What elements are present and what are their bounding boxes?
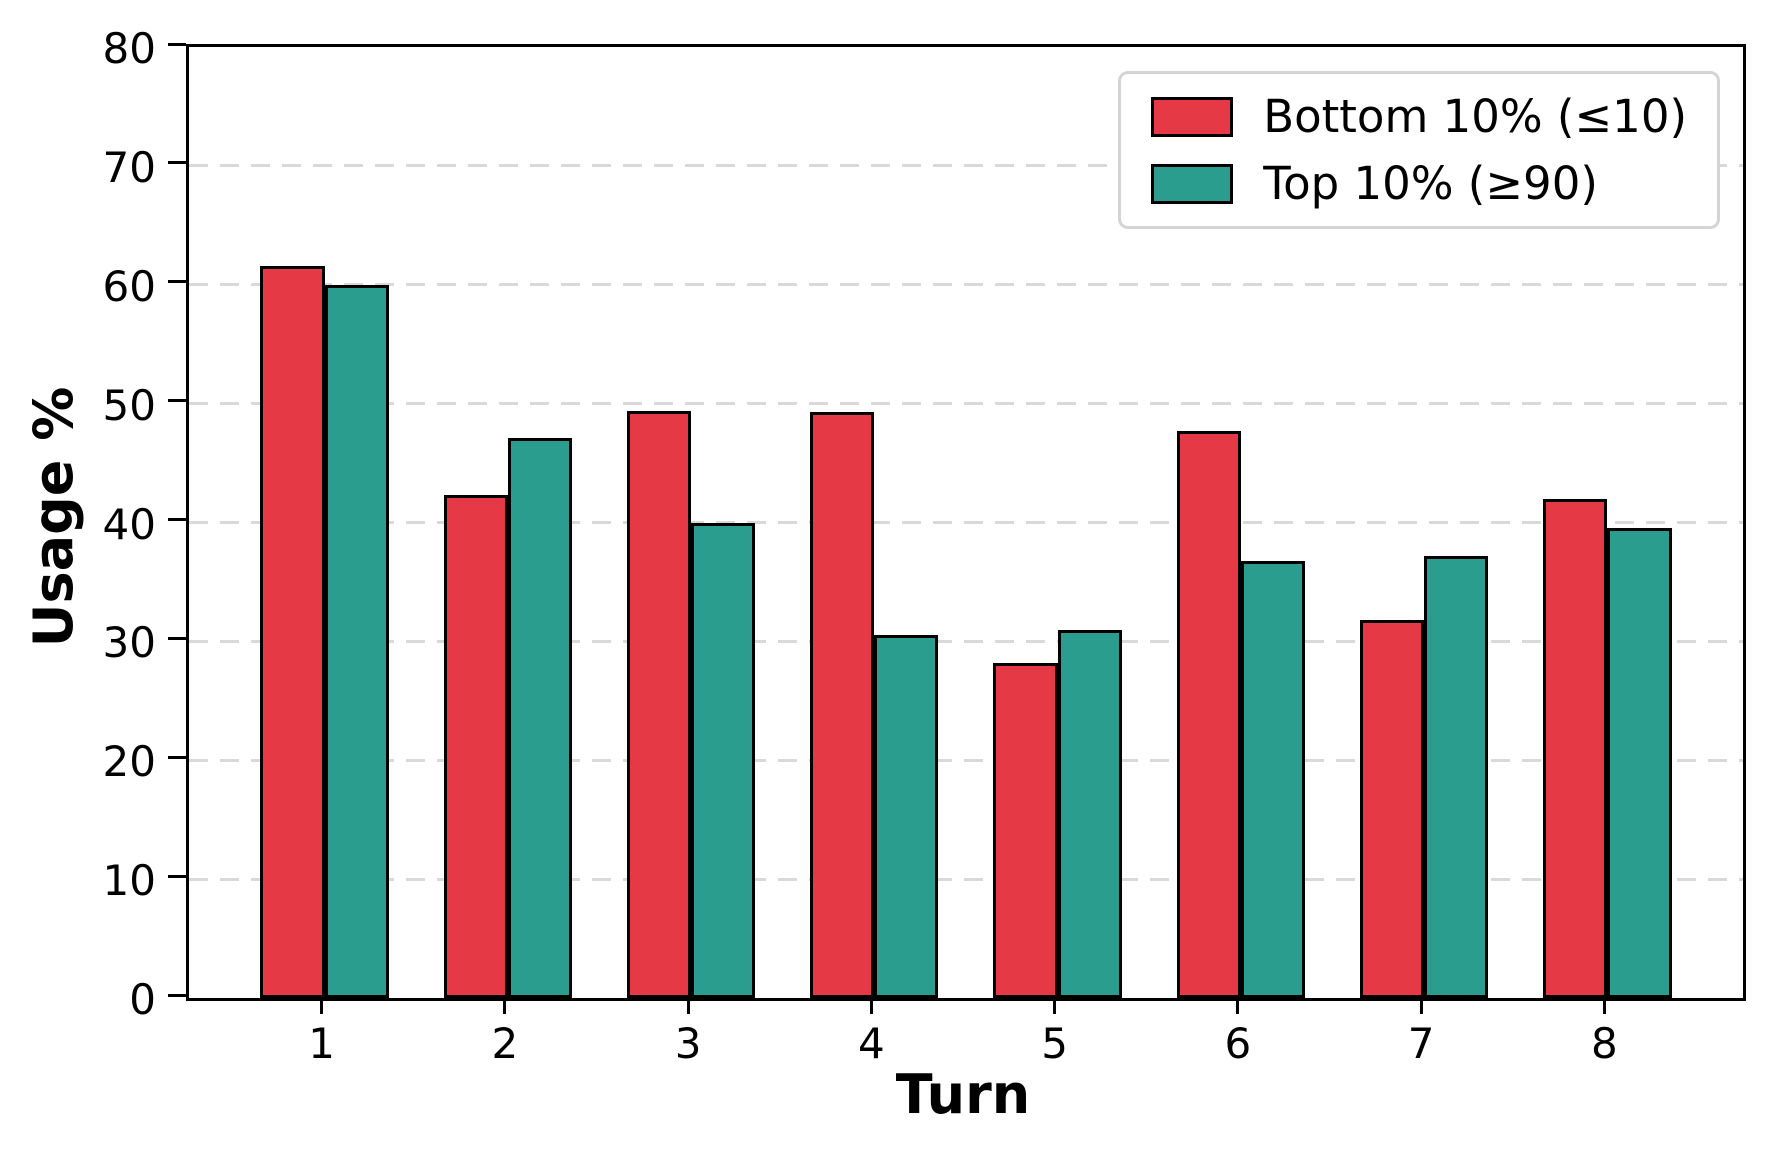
gridline-y-40 [189,521,1743,524]
x-tick-label-4: 4 [857,1019,885,1068]
x-tick-mark-5 [1053,998,1057,1014]
x-tick-mark-2 [503,998,507,1014]
legend-label: Top 10% (≥90) [1263,157,1598,210]
y-tick-mark-40 [168,518,186,521]
x-tick-label-3: 3 [674,1019,702,1068]
y-tick-label-40: 40 [102,499,156,549]
bar-turn1-series1 [260,265,325,998]
bar-turn8-series1 [1543,498,1608,998]
y-tick-mark-10 [168,874,186,878]
y-tick-mark-60 [168,280,186,284]
x-tick-label-7: 7 [1407,1019,1435,1068]
x-tick-mark-4 [869,998,873,1014]
gridline-y-50 [189,402,1743,406]
bar-turn6-series2 [1240,560,1305,998]
gridline-y-10 [189,877,1743,881]
y-tick-label-60: 60 [102,261,156,311]
bar-turn3-series2 [691,522,756,998]
legend-row-1: Bottom 10% (≤10) [1151,94,1687,139]
y-tick-label-70: 70 [102,142,156,192]
y-tick-label-30: 30 [102,618,156,668]
legend: Bottom 10% (≤10) Top 10% (≥90) [1118,71,1720,229]
x-tick-label-6: 6 [1224,1019,1252,1068]
y-tick-mark-30 [168,636,186,640]
x-tick-mark-7 [1419,998,1423,1014]
x-tick-label-5: 5 [1041,1019,1068,1068]
bar-turn1-series2 [324,284,389,998]
gridline-y-60 [189,283,1743,287]
y-tick-mark-70 [168,161,186,165]
y-tick-label-80: 80 [102,24,156,73]
x-tick-label-1: 1 [308,1019,335,1068]
y-axis-label: Usage % [22,386,85,648]
bar-turn7-series2 [1424,555,1489,998]
plot-area: Bottom 10% (≤10) Top 10% (≥90) [186,44,1746,1001]
bar-turn7-series1 [1359,619,1425,998]
legend-swatch-icon [1151,96,1234,137]
y-tick-label-0: 0 [129,975,156,1024]
bar-turn2-series2 [507,438,572,998]
bar-turn3-series1 [626,410,692,998]
y-tick-label-20: 20 [102,737,156,787]
bar-turn6-series1 [1176,430,1241,998]
gridline-y-20 [189,758,1743,762]
y-tick-mark-80 [168,42,186,46]
x-tick-label-8: 8 [1591,1019,1618,1068]
x-tick-mark-8 [1602,998,1606,1014]
legend-label: Bottom 10% (≤10) [1263,90,1687,143]
x-tick-label-2: 2 [491,1019,519,1068]
y-tick-mark-50 [168,399,186,403]
y-tick-label-10: 10 [102,856,156,906]
bar-turn4-series2 [874,635,939,998]
gridline-y-70 [189,164,1743,168]
y-tick-mark-20 [168,755,186,759]
x-tick-mark-6 [1236,998,1240,1014]
gridline-y-30 [189,639,1743,643]
x-tick-mark-1 [320,998,324,1014]
bar-turn2-series1 [443,495,508,998]
x-tick-mark-3 [686,998,690,1014]
bar-turn5-series2 [1057,629,1122,998]
legend-row-2: Top 10% (≥90) [1151,161,1687,206]
bar-turn4-series1 [810,411,875,998]
bar-turn8-series2 [1607,528,1672,998]
y-tick-label-50: 50 [102,380,156,430]
x-axis-label: Turn [895,1063,1031,1126]
legend-swatch-icon [1151,163,1234,204]
y-tick-mark-0 [168,993,186,997]
bar-turn5-series1 [993,662,1058,998]
